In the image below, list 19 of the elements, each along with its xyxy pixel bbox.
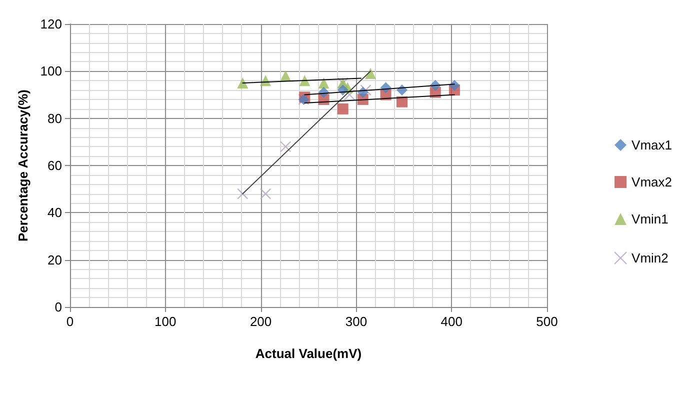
x-tick-label: 500 (536, 314, 558, 329)
x-tick-label: 200 (250, 314, 272, 329)
legend-label: Vmin1 (632, 212, 668, 226)
y-tick-label: 20 (48, 252, 62, 268)
y-tick-label: 80 (48, 110, 62, 126)
legend-label: Vmax2 (632, 174, 672, 190)
y-tick-label: 60 (48, 158, 62, 173)
y-tick-label: 100 (40, 64, 62, 79)
y-axis-title: Percentage Accuracy(%) (15, 90, 30, 242)
y-tick-label: 0 (54, 300, 62, 314)
legend-label: Vmax1 (632, 138, 672, 152)
x-tick-label: 300 (345, 314, 368, 329)
x-tick-label: 0 (66, 314, 74, 329)
x-axis-title: Actual Value(mV) (255, 346, 362, 361)
y-tick-label: 120 (40, 16, 62, 32)
y-tick-label: 40 (48, 205, 62, 220)
legend-label: Vmin2 (632, 250, 668, 266)
x-tick-label: 400 (440, 314, 462, 329)
x-tick-label: 100 (154, 314, 176, 329)
